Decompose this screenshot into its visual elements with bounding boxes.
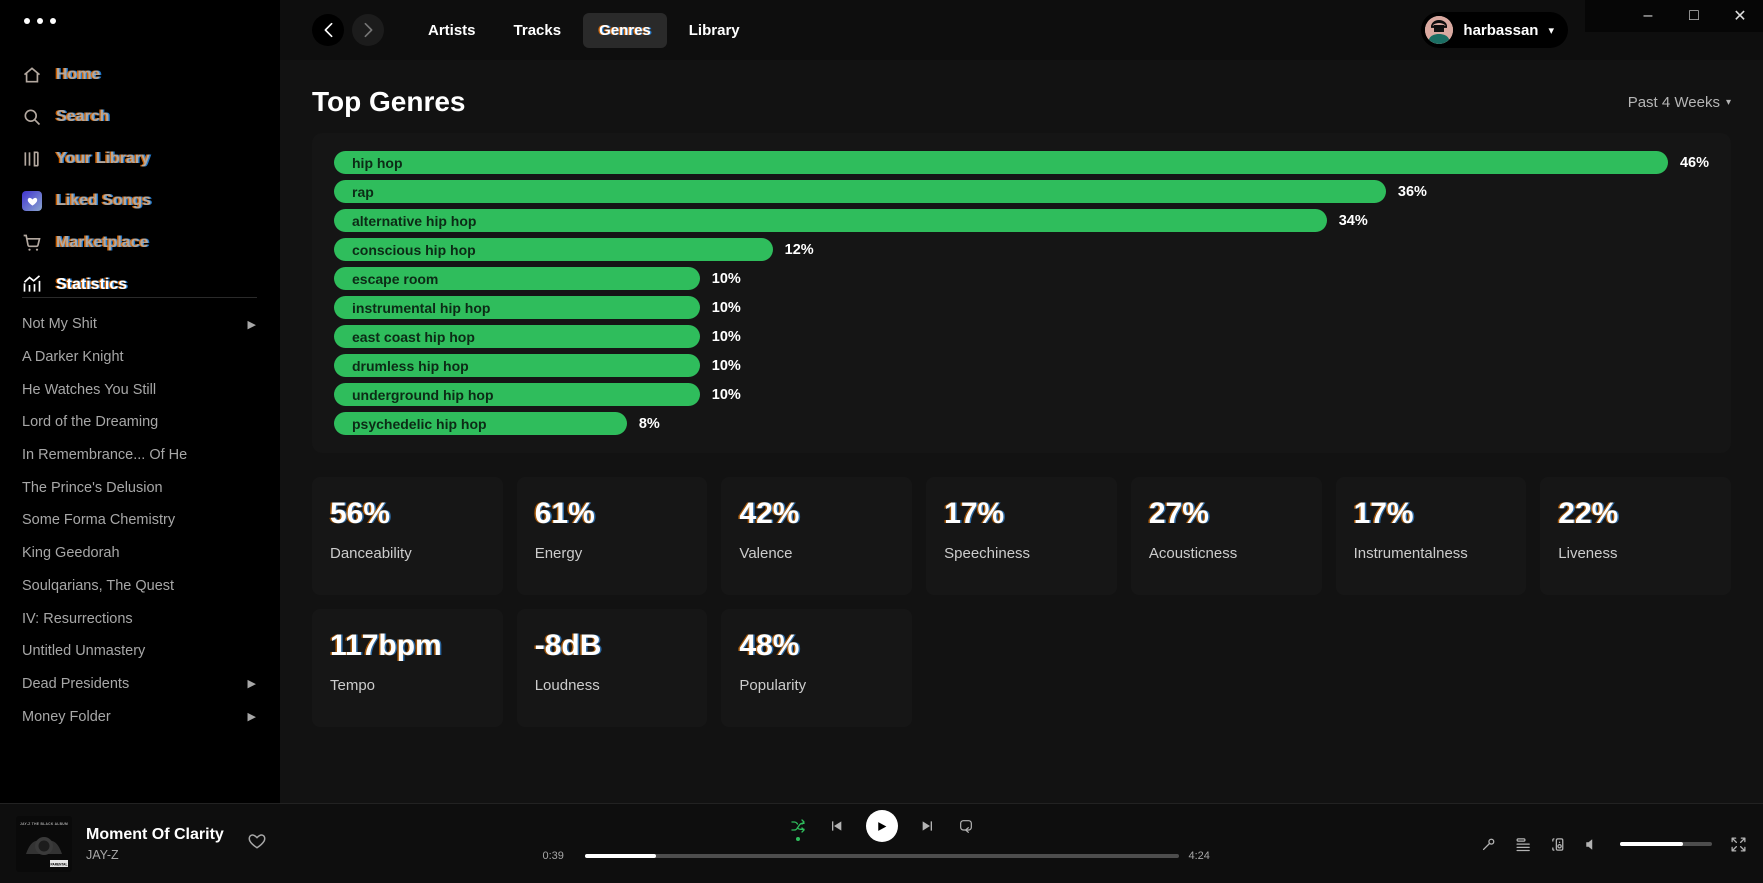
svg-text:JAY-Z THE BLACK ALBUM: JAY-Z THE BLACK ALBUM — [20, 822, 68, 826]
svg-text:PARENTAL: PARENTAL — [51, 862, 68, 866]
